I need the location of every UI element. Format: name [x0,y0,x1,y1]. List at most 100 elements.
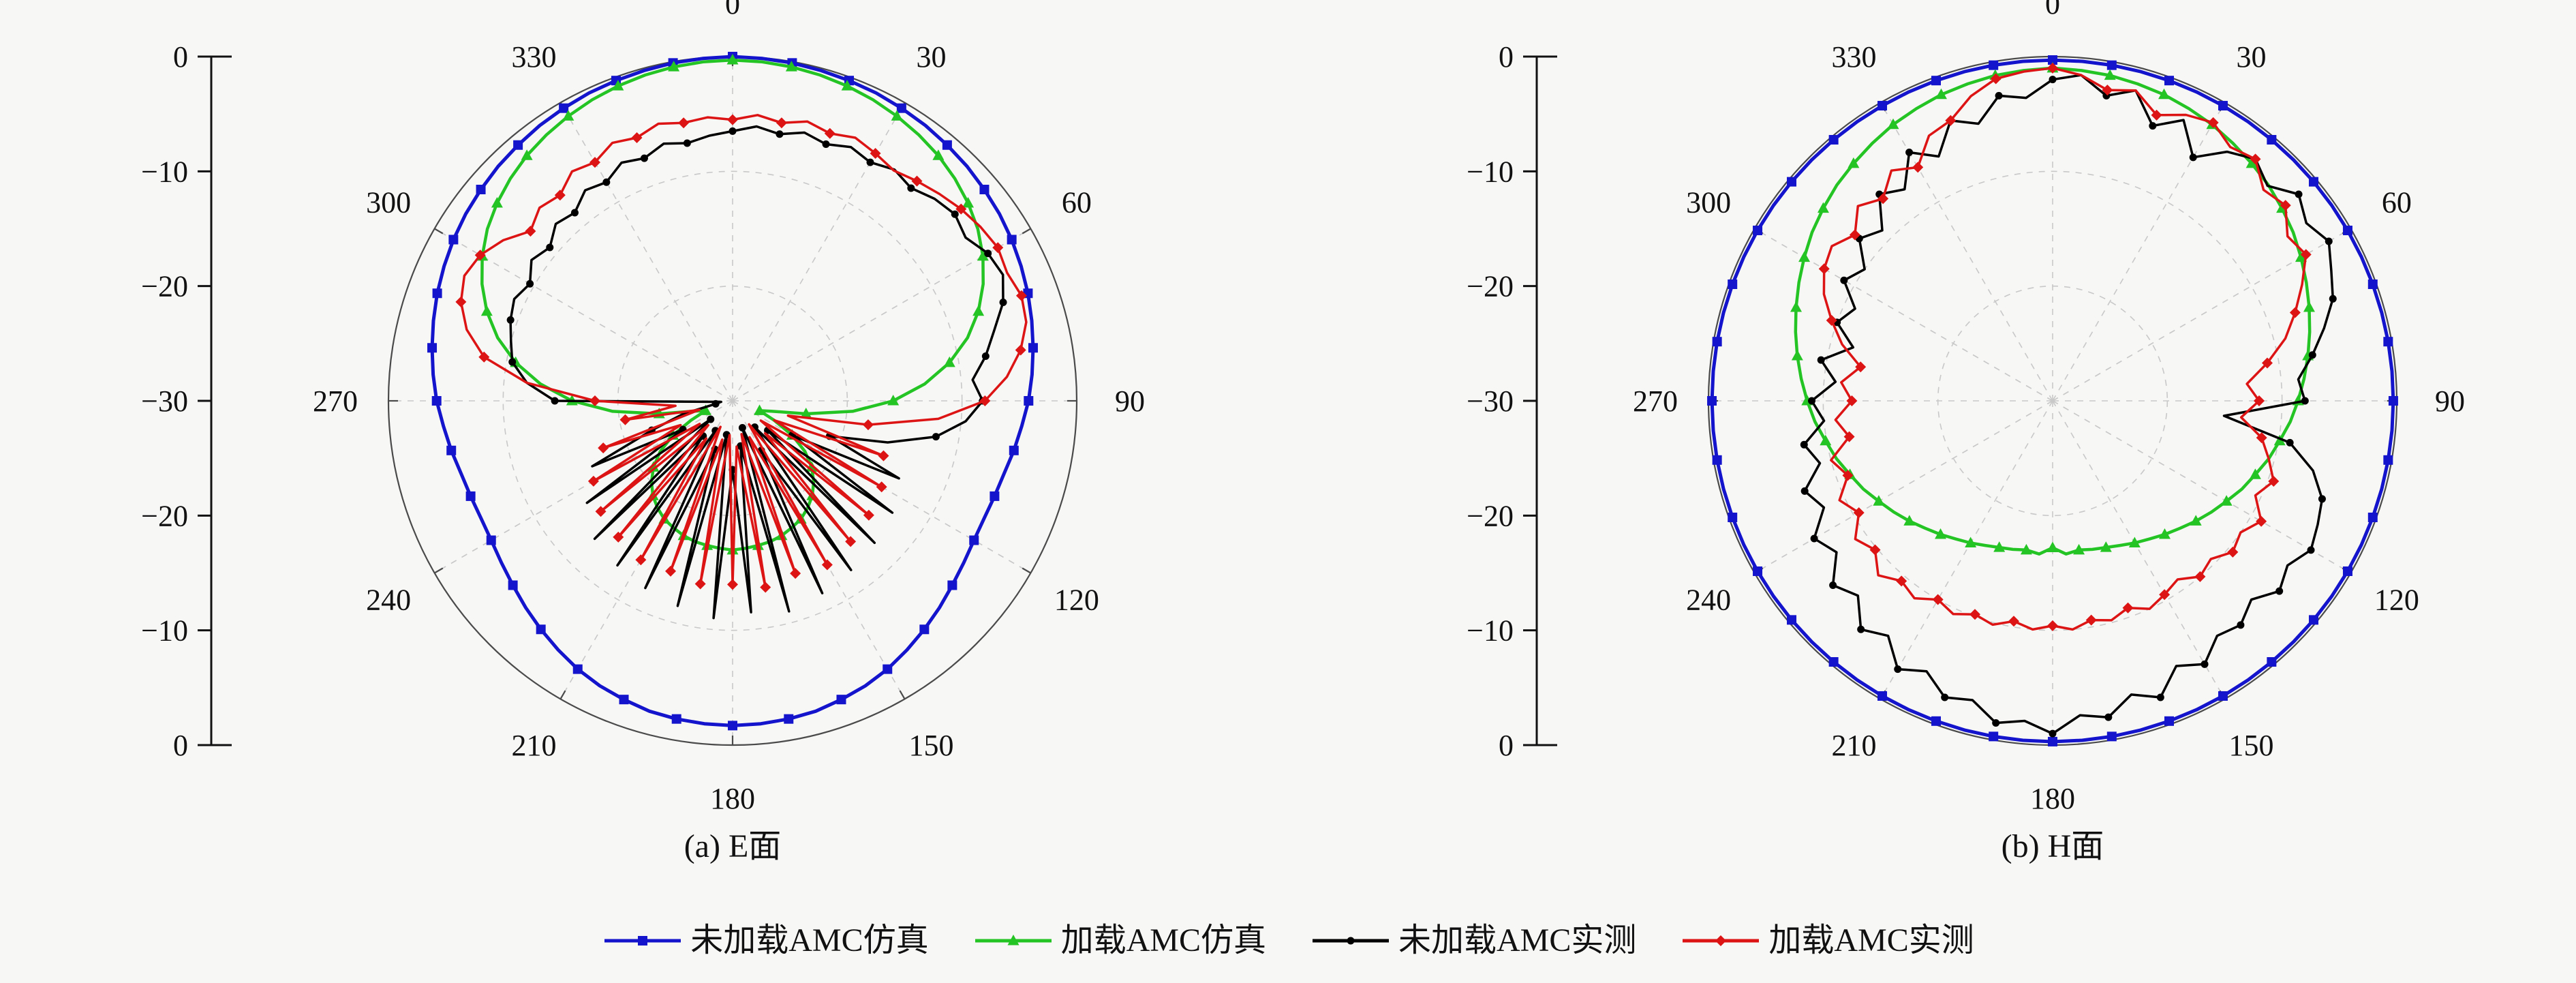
square-marker [1989,60,1999,70]
diamond-marker [1990,73,2002,85]
angle-label: 60 [2382,186,2412,220]
square-marker [2106,731,2117,742]
triangle-marker [972,305,985,316]
dot-marker [526,279,534,288]
diamond-marker [1015,344,1026,356]
square-marker [619,695,629,705]
legend-item-1: 加载AMC仿真 [972,922,1266,960]
triangle-marker [480,305,493,316]
square-marker [2106,60,2117,70]
dot-marker [1857,625,1865,633]
series-dot [1800,74,2337,738]
diamond-marker [2268,476,2280,487]
square-marker [1931,76,1942,86]
triangle-marker [891,110,903,121]
triangle-marker [1903,515,1916,526]
angle-label: 210 [1832,729,1877,762]
radial-gridline [502,170,963,631]
triangle-marker [699,404,711,415]
triangle-marker [932,149,945,160]
triangle-marker [521,149,533,160]
diamond-marker [862,419,874,431]
square-marker [2367,279,2378,290]
square-marker [1787,615,1797,625]
angle-label: 210 [512,729,557,762]
square-marker [2308,177,2318,187]
diamond-marker [678,117,690,129]
square-marker [486,535,496,545]
db-axis-label: 0 [1499,40,1514,74]
triangle-marker [754,404,766,415]
square-marker [1877,691,1888,701]
triangle-marker [1935,88,1947,100]
square-marker [919,624,930,635]
dot-marker [932,433,940,441]
diamond-marker [2194,571,2206,582]
square-marker [2367,512,2378,522]
square-marker [1828,656,1839,667]
dot-marker [2156,693,2164,701]
dot-marker [2301,397,2309,405]
triangle-marker [2249,468,2261,479]
square-marker [2342,226,2352,236]
angle-label: 300 [1686,186,1731,220]
square-marker [1728,512,1738,522]
diamond-marker [2047,62,2058,74]
square-marker [476,184,486,194]
db-axis-label: 0 [173,40,188,74]
series-line [459,114,1028,589]
diamond-marker [589,157,600,168]
dot-marker [907,184,915,192]
angle-label: 270 [313,384,358,418]
dot-marker [2149,122,2157,130]
triangle-marker [2303,301,2315,312]
diamond-marker [2207,117,2219,128]
angle-tick [434,228,444,235]
square-marker [2048,736,2057,746]
angle-label: 150 [2229,729,2274,762]
angular-gridline [1880,400,2053,699]
square-marker [2048,55,2057,65]
triangle-marker [887,395,900,406]
triangle-marker [2158,88,2171,100]
dot-marker [551,397,559,405]
legend-item-3: 加载AMC实测 [1680,922,1974,960]
square-marker [979,184,990,194]
db-axis-label: −30 [1467,384,1514,418]
dot-marker [1894,665,1902,674]
square-marker [2164,716,2174,726]
dot-marker [1347,937,1355,945]
diamond-marker [863,509,874,521]
triangle-marker [2128,536,2141,547]
square-marker [942,140,952,150]
h-plane-polar-chart: 0 30 60 90 120 150 180 210 240 270 300 330 0 −10 −20 −3… [1467,0,2465,815]
square-marker [784,714,794,724]
diamond-marker [2256,515,2267,527]
dot-marker [2307,546,2315,554]
diamond-marker [821,559,833,571]
square-marker [883,664,893,674]
diamond-marker [2102,85,2113,96]
diamond-marker [1945,115,1957,126]
square-marker [2164,76,2174,86]
diamond-marker [2008,616,2019,627]
diamond-marker [1843,431,1855,442]
square-marker [2308,615,2318,625]
legend-label: 加载AMC仿真 [1060,922,1266,958]
dot-marker [2275,587,2284,595]
angle-label: 90 [1115,384,1145,418]
diamond-marker [2151,109,2162,121]
square-marker [2218,101,2228,111]
square-marker [508,580,518,590]
series-diamond [455,114,1028,593]
diamond-marker [665,565,677,577]
triangle-marker [2245,157,2258,168]
square-marker [2267,135,2277,145]
series-diamond [1818,62,2312,631]
diamond-marker [2227,546,2239,558]
triangle-marker [726,54,739,65]
triangle-marker [1935,528,1947,539]
triangle-marker [2220,495,2233,506]
caption-h-plane: (b) H面 [2001,828,2104,864]
